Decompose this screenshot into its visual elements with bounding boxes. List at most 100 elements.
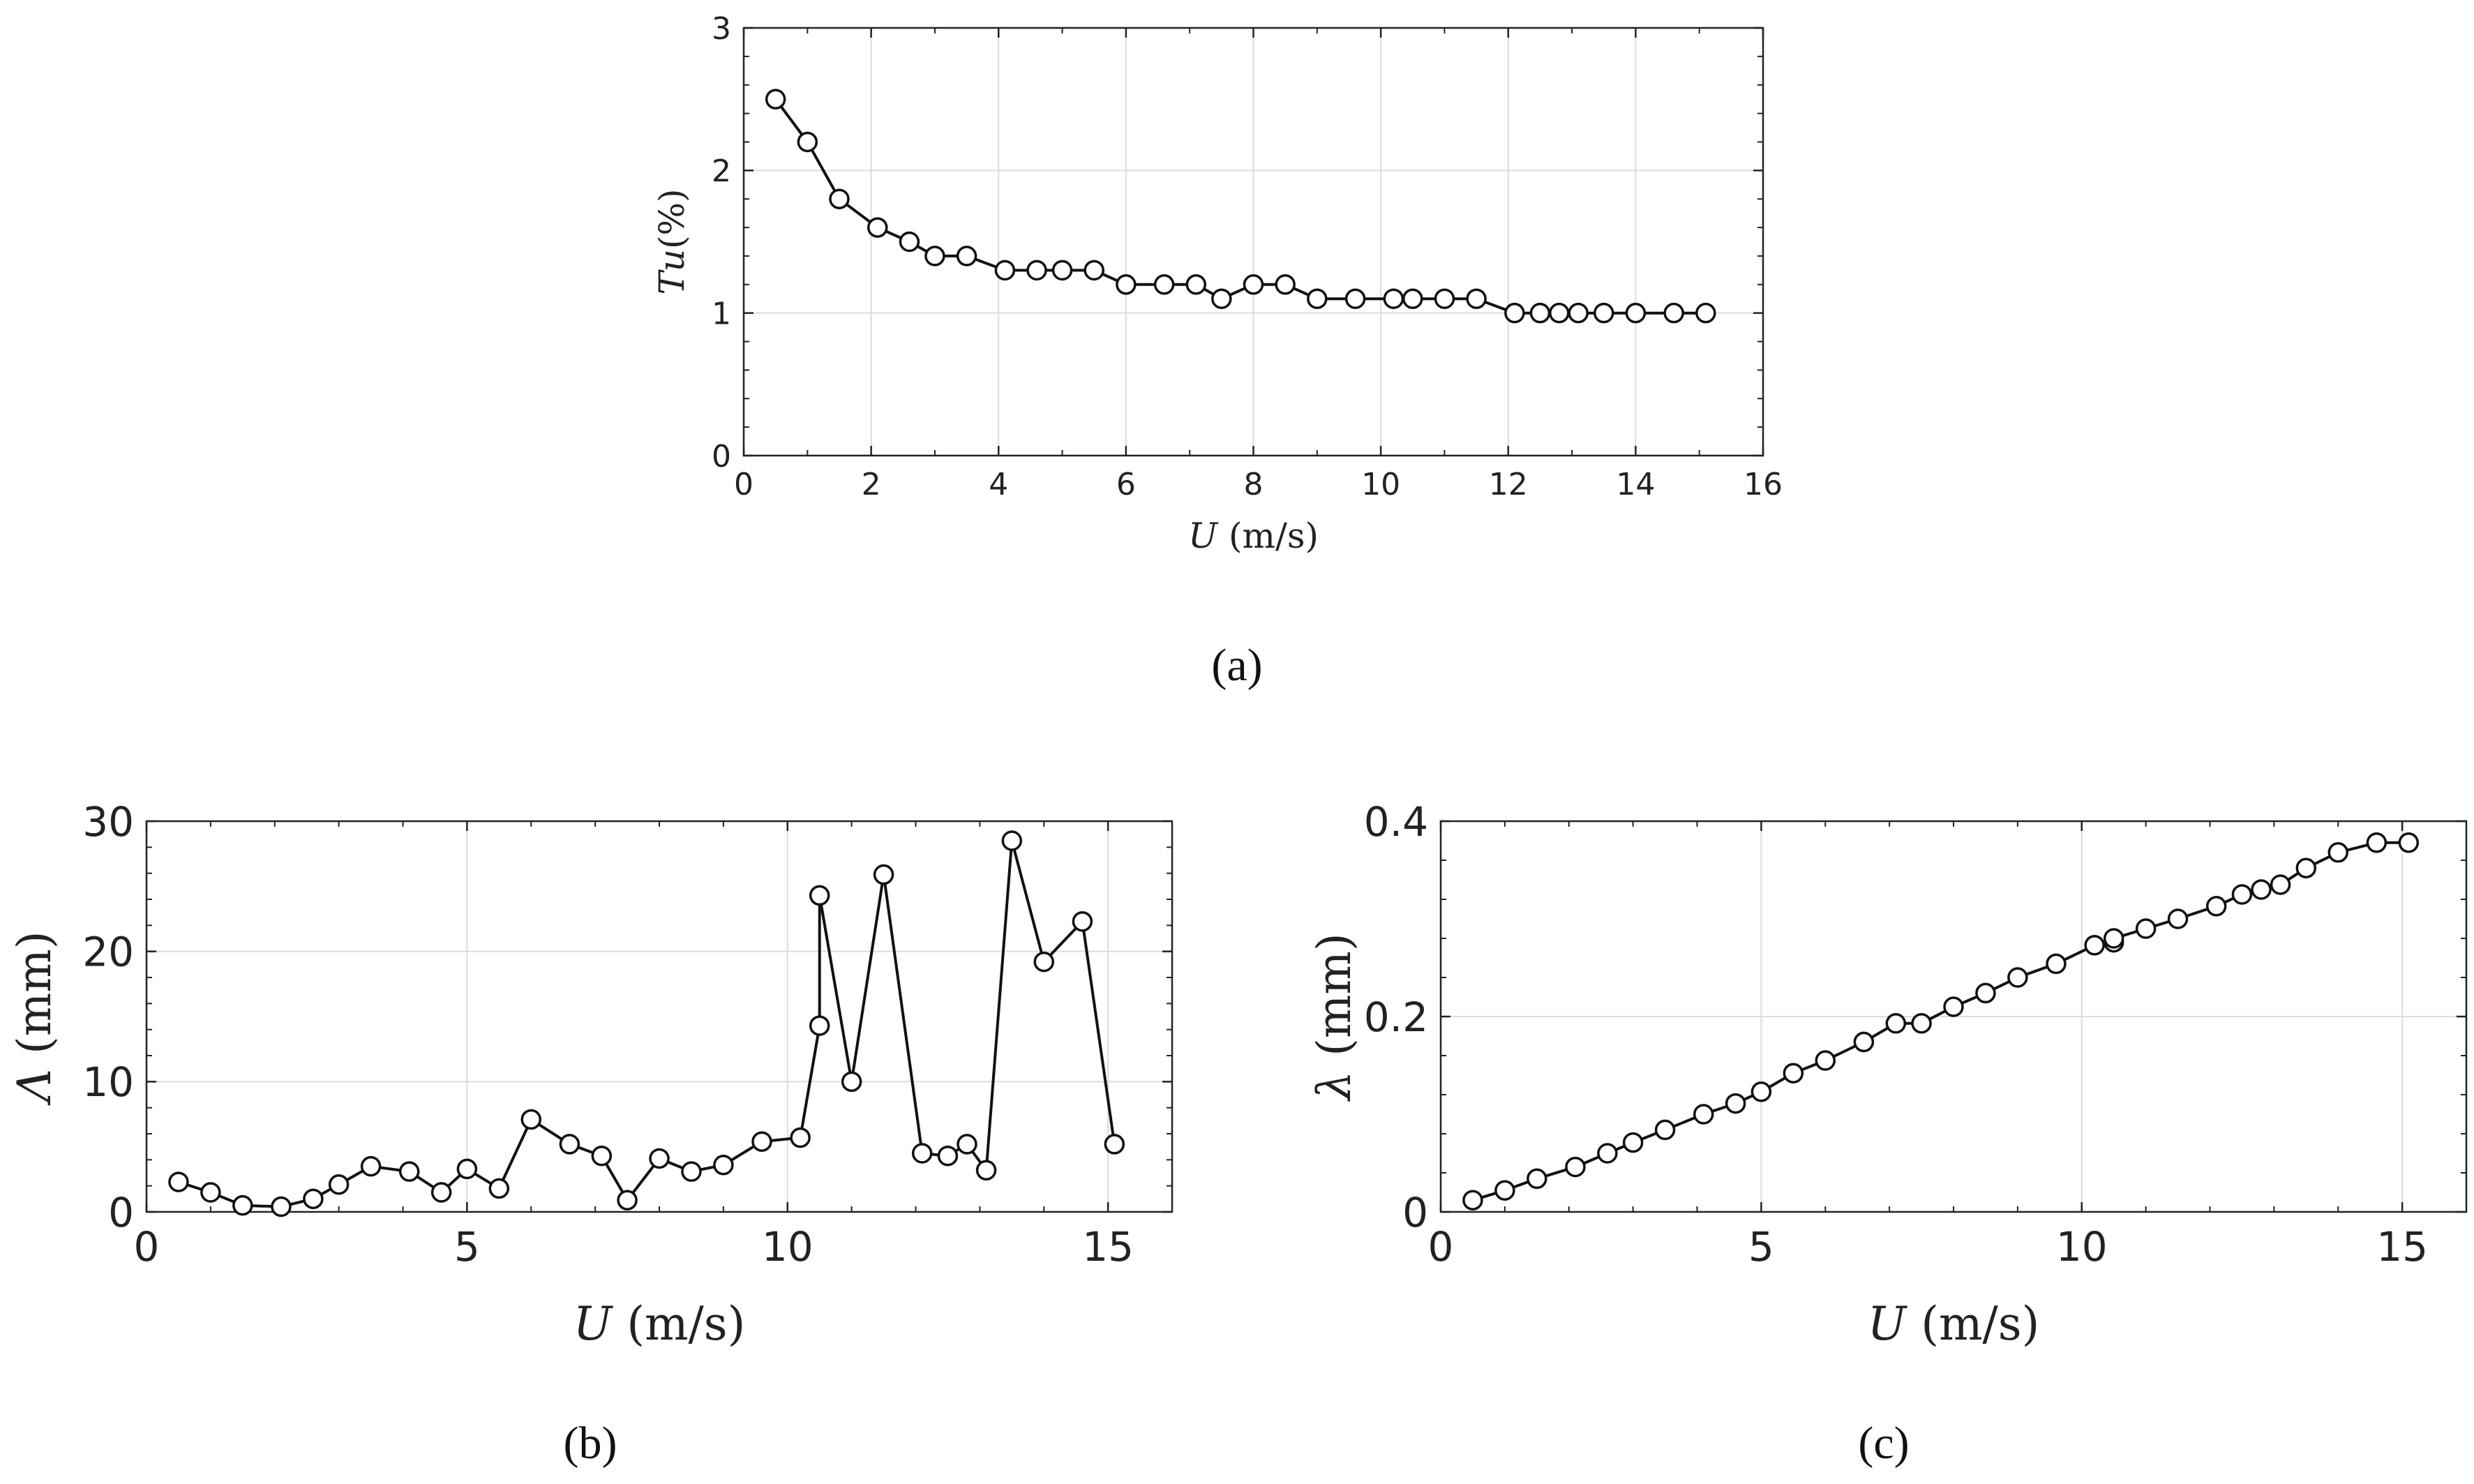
chart-a-point-12 [1153, 274, 1175, 295]
chart-c-point-29 [2327, 842, 2348, 863]
chart-c-point-31 [2398, 832, 2420, 853]
chart-b-xtick-label-2: 10 [762, 1223, 814, 1271]
chart-b-xlabel-unit: (m/s) [612, 1297, 745, 1351]
chart-c-point-27 [2270, 874, 2291, 895]
chart-a-point-18 [1344, 288, 1366, 309]
chart-c-point-4 [1597, 1143, 1618, 1164]
chart-c-ytick-label-1: 0.2 [1364, 994, 1428, 1041]
chart-c-point-12 [1853, 1031, 1875, 1053]
chart-a-point-11 [1116, 274, 1137, 295]
chart-c-xlabel-unit: (m/s) [1906, 1297, 2039, 1351]
chart-b-xtick-label-0: 0 [134, 1223, 160, 1271]
chart-a-point-21 [1434, 288, 1455, 309]
chart-c-point-6 [1654, 1119, 1676, 1141]
chart-b-ylabel-unit: (mm) [8, 931, 61, 1069]
chart-b-point-21 [809, 885, 830, 906]
chart-a-point-5 [924, 246, 945, 267]
chart-a-ytick-label-3: 3 [712, 11, 731, 47]
chart-c-point-19 [2084, 935, 2105, 956]
chart-c-point-26 [2251, 879, 2272, 900]
chart-b-point-18 [751, 1131, 772, 1152]
chart-b-point-19 [790, 1127, 811, 1148]
chart-c-point-9 [1750, 1081, 1772, 1102]
chart-b-ytick-label-0: 0 [108, 1189, 134, 1236]
chart-a-ytick-label-1: 1 [712, 297, 731, 332]
chart-b-ylabel-var: Λ [8, 1069, 61, 1107]
chart-c-point-18 [2046, 953, 2067, 975]
chart-c-caption: (c) [1858, 1418, 1909, 1469]
chart-a-point-3 [867, 217, 888, 238]
chart-b-point-9 [456, 1158, 478, 1180]
chart-c-taylor-microscale: 0 5 10 15 0 0.2 0.4 U (m/s) λ (mm) [1307, 798, 2468, 1351]
chart-c-point-3 [1565, 1156, 1586, 1178]
chart-b-ylabel: Λ (mm) [8, 931, 61, 1106]
chart-a-xlabel-var: U [1188, 516, 1219, 556]
chart-a-point-6 [956, 246, 977, 267]
chart-a-point-1 [797, 131, 818, 153]
chart-b-point-25 [937, 1145, 959, 1167]
chart-c-point-13 [1885, 1013, 1907, 1034]
chart-b-point-2 [232, 1194, 253, 1216]
chart-b-point-6 [360, 1155, 382, 1177]
chart-b-point-10 [488, 1178, 510, 1199]
chart-b-point-23 [873, 864, 894, 885]
chart-a-xlabel-unit: (m/s) [1217, 516, 1319, 556]
chart-b-point-0 [168, 1171, 189, 1192]
chart-a-point-23 [1504, 302, 1525, 324]
chart-c-point-17 [2007, 967, 2028, 988]
chart-b-series-line [178, 839, 1116, 1208]
chart-a-xtick-label-2: 4 [989, 467, 1008, 502]
chart-c-point-30 [2366, 832, 2387, 853]
chart-a-xtick-label-5: 10 [1361, 467, 1400, 502]
chart-b-point-5 [328, 1174, 350, 1195]
chart-a-point-14 [1211, 288, 1232, 309]
chart-c-xlabel-var: U [1868, 1297, 1908, 1351]
chart-a-point-15 [1243, 274, 1264, 295]
chart-a-point-0 [765, 89, 786, 110]
chart-b-point-30 [1072, 910, 1093, 932]
chart-c-ytick-label-0: 0 [1402, 1189, 1428, 1236]
chart-b-point-20 [809, 1015, 830, 1036]
chart-c-point-28 [2295, 857, 2317, 878]
chart-c-xlabel: U (m/s) [1868, 1297, 2040, 1351]
chart-b-point-27 [975, 1160, 997, 1181]
chart-c-point-0 [1462, 1190, 1483, 1211]
chart-c-point-11 [1815, 1050, 1836, 1071]
chart-b-point-28 [1001, 830, 1023, 851]
chart-c-point-23 [2167, 908, 2189, 929]
chart-b-xlabel-var: U [573, 1297, 614, 1351]
chart-a-xtick-label-8: 16 [1744, 467, 1783, 502]
chart-c-ylabel: λ (mm) [1307, 933, 1361, 1102]
chart-c-point-15 [1943, 996, 1964, 1017]
chart-b-point-29 [1033, 951, 1054, 973]
chart-b-ytick-label-2: 20 [82, 929, 134, 976]
chart-b-integral-scale: 0 5 10 15 0 10 20 30 U (m/s) Λ (mm) [8, 798, 1174, 1351]
chart-b-point-15 [649, 1148, 670, 1169]
chart-a-point-27 [1593, 302, 1614, 324]
chart-c-point-5 [1622, 1132, 1644, 1153]
chart-a-ytick-label-2: 2 [712, 153, 731, 189]
chart-b-ytick-label-3: 30 [82, 798, 134, 846]
chart-a-point-13 [1185, 274, 1207, 295]
chart-a-point-22 [1466, 288, 1487, 309]
chart-a-point-24 [1529, 302, 1551, 324]
chart-b-point-24 [911, 1143, 933, 1164]
chart-b-point-1 [200, 1182, 221, 1203]
chart-c-point-25 [2231, 884, 2253, 905]
chart-a-point-29 [1663, 302, 1684, 324]
chart-a-point-17 [1307, 288, 1328, 309]
chart-c-xtick-label-0: 0 [1428, 1223, 1454, 1271]
chart-a-xtick-label-1: 2 [862, 467, 881, 502]
chart-b-point-4 [303, 1188, 324, 1210]
chart-a-point-9 [1051, 260, 1073, 281]
chart-b-point-17 [713, 1155, 734, 1176]
chart-c-ytick-label-2: 0.4 [1364, 798, 1428, 846]
chart-a-point-8 [1026, 260, 1047, 281]
chart-a-xlabel: U (m/s) [1188, 516, 1319, 556]
chart-b-point-7 [398, 1161, 420, 1182]
chart-c-point-21 [2103, 928, 2124, 949]
chart-c-point-7 [1693, 1104, 1714, 1125]
chart-a-point-2 [829, 188, 850, 209]
chart-a-point-19 [1383, 288, 1404, 309]
chart-b-point-8 [430, 1182, 452, 1203]
